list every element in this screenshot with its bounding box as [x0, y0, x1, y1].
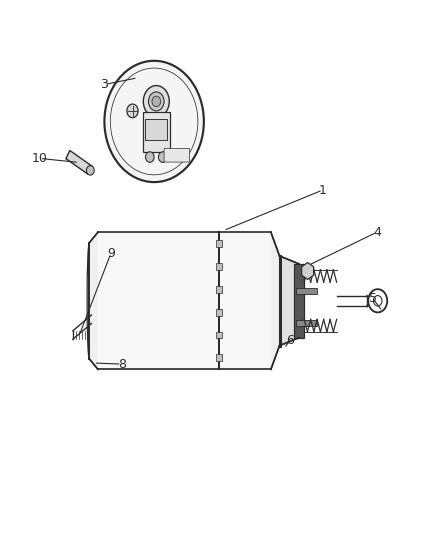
Circle shape	[127, 104, 138, 118]
Bar	[296, 288, 317, 294]
Bar	[98, 232, 271, 369]
Circle shape	[145, 152, 154, 163]
Bar	[215, 309, 223, 316]
Polygon shape	[89, 232, 98, 369]
Circle shape	[86, 166, 94, 175]
Bar	[215, 240, 223, 247]
Ellipse shape	[87, 243, 92, 359]
Text: 5: 5	[368, 292, 377, 305]
Bar	[215, 263, 223, 270]
Bar	[143, 112, 170, 152]
FancyBboxPatch shape	[164, 148, 190, 162]
Text: 6: 6	[286, 334, 294, 347]
Bar	[215, 354, 223, 361]
Circle shape	[143, 86, 169, 117]
Bar	[296, 320, 317, 326]
Polygon shape	[279, 256, 299, 345]
Polygon shape	[271, 232, 279, 369]
Circle shape	[104, 61, 204, 182]
Text: 10: 10	[32, 152, 47, 165]
Circle shape	[159, 152, 167, 163]
Text: 4: 4	[373, 225, 381, 239]
Text: 8: 8	[118, 358, 126, 370]
Text: 3: 3	[100, 78, 108, 91]
Text: 1: 1	[319, 183, 327, 197]
Bar	[215, 286, 223, 293]
Circle shape	[148, 92, 164, 111]
Text: 9: 9	[107, 247, 115, 260]
Bar	[215, 332, 223, 338]
Circle shape	[152, 96, 161, 107]
Bar	[145, 119, 167, 140]
Bar	[294, 264, 304, 338]
Polygon shape	[66, 150, 92, 174]
